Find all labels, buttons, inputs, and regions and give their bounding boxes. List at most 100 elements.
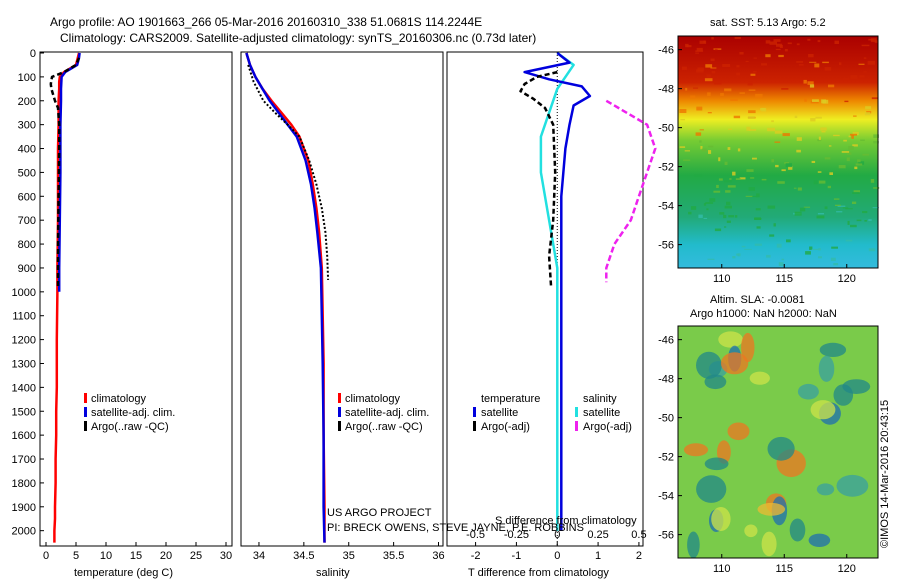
sst-speckle xyxy=(818,248,821,251)
sst-speckle xyxy=(816,215,825,219)
sla-blob xyxy=(836,474,869,497)
sst-speckle xyxy=(817,171,822,173)
x-tick-label: 0 xyxy=(554,550,560,562)
s-diff-tick-label: 0.25 xyxy=(587,529,608,541)
sst-speckle xyxy=(848,146,854,150)
sst-speckle xyxy=(794,211,802,216)
sla-blob xyxy=(704,457,729,471)
sst-speckle xyxy=(831,246,838,249)
sst-speckle xyxy=(842,207,849,209)
legend-label-temp-satellite: satellite xyxy=(481,407,518,419)
sst-speckle xyxy=(863,57,867,59)
sst-speckle xyxy=(695,132,702,136)
map-y-tick-label: -56 xyxy=(658,240,674,252)
sst-speckle xyxy=(752,157,757,160)
s-diff-tick-label: -0.5 xyxy=(466,529,485,541)
sst-speckle xyxy=(681,66,687,70)
sst-speckle xyxy=(718,157,721,162)
x-tick-label: -1 xyxy=(512,550,522,562)
sst-speckle xyxy=(699,140,702,143)
sst-speckle xyxy=(852,192,860,194)
sst-speckle xyxy=(853,190,860,193)
y-tick-label: 1200 xyxy=(12,335,36,347)
sst-speckle xyxy=(785,163,792,168)
sst-speckle xyxy=(863,71,867,73)
y-tick-label: 1000 xyxy=(12,287,36,299)
sst-speckle xyxy=(736,72,740,76)
sst-speckle xyxy=(734,37,741,39)
sst-speckle xyxy=(724,205,732,209)
sst-speckle xyxy=(809,61,817,63)
map-y-tick-label: -54 xyxy=(658,491,674,503)
y-tick-label: 300 xyxy=(18,120,36,132)
y-tick-label: 1700 xyxy=(12,454,36,466)
x-tick-label: 2 xyxy=(636,550,642,562)
sst-speckle xyxy=(710,67,717,69)
sst-speckle xyxy=(761,178,767,181)
sst-speckle xyxy=(836,211,843,213)
sst-speckle xyxy=(797,187,802,191)
sst-speckle xyxy=(707,258,715,260)
sst-speckle xyxy=(699,40,707,44)
map-y-tick-label: -48 xyxy=(658,374,674,386)
map-y-tick-label: -56 xyxy=(658,530,674,542)
sst-speckle xyxy=(809,246,813,250)
sst-speckle xyxy=(709,198,716,202)
sst-speckle xyxy=(696,106,703,111)
legend-label-argo: Argo(..raw -QC) xyxy=(345,421,423,433)
sst-speckle xyxy=(748,110,756,114)
map-y-tick-label: -50 xyxy=(658,413,674,425)
sst-speckle xyxy=(807,38,811,41)
sst-speckle xyxy=(737,148,741,152)
legend-swatch-satellite xyxy=(338,407,341,417)
legend-label-sal-argo: Argo(-adj) xyxy=(583,421,632,433)
sst-speckle xyxy=(696,47,703,51)
sst-speckle xyxy=(773,223,776,227)
sst-speckle xyxy=(736,253,739,256)
sla-blob xyxy=(767,436,795,461)
sst-speckle xyxy=(748,129,757,131)
sla-blob xyxy=(741,332,755,363)
sst-speckle xyxy=(703,217,708,219)
sst-speckle xyxy=(864,220,867,222)
series-climatology xyxy=(53,52,81,543)
sst-speckle xyxy=(861,44,870,47)
sst-speckle xyxy=(811,248,819,250)
sst-speckle xyxy=(798,64,804,66)
y-tick-label: 0 xyxy=(30,48,36,60)
sla-map-title: Altim. SLA: -0.0081 xyxy=(710,294,805,306)
sst-speckle xyxy=(873,134,879,138)
s-diff-tick-label: 0.5 xyxy=(631,529,646,541)
map-x-tick-label: 120 xyxy=(838,273,856,285)
sst-speckle xyxy=(835,204,841,206)
x-tick-label: -2 xyxy=(471,550,481,562)
legend-label-temp-argo: Argo(-adj) xyxy=(481,421,530,433)
temperature-xlabel: temperature (deg C) xyxy=(74,567,173,579)
sst-speckle xyxy=(703,203,707,206)
header-line2: Climatology: CARS2009. Satellite-adjuste… xyxy=(60,31,536,45)
pi-label: PI: BRECK OWENS, STEVE JAYNE, P.E. ROBBI… xyxy=(327,522,584,534)
sst-speckle xyxy=(773,39,781,42)
legend-label-climatology: climatology xyxy=(345,393,401,405)
sst-speckle xyxy=(741,245,746,248)
sst-speckle xyxy=(744,248,752,250)
legend-swatch-argo xyxy=(84,421,87,431)
temperature-legend: climatology satellite-adj. clim. Argo(..… xyxy=(84,393,175,433)
sst-map-texture xyxy=(679,37,880,266)
map-x-tick-label: 120 xyxy=(838,563,856,575)
sst-speckle xyxy=(690,95,696,99)
sst-speckle xyxy=(774,141,781,143)
sst-speckle xyxy=(850,133,857,136)
sst-speckle xyxy=(690,206,697,210)
sst-speckle xyxy=(838,165,846,169)
sst-speckle xyxy=(736,65,740,68)
sst-speckle xyxy=(755,208,761,211)
sst-speckle xyxy=(807,81,814,85)
sla-blob xyxy=(718,331,743,348)
sst-speckle xyxy=(809,84,815,88)
sst-speckle xyxy=(833,263,839,266)
legend-swatch-temp-satellite xyxy=(473,407,476,417)
sst-speckle xyxy=(830,257,836,261)
sst-speckle xyxy=(745,195,753,197)
